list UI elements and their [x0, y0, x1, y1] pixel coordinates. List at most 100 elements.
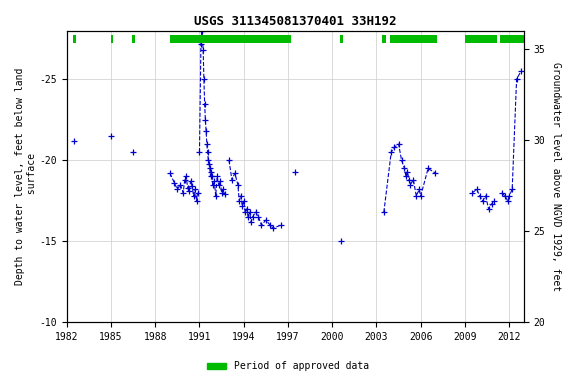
- Point: [266, 222, 275, 228]
- Point: [401, 174, 411, 180]
- Point: [204, 161, 214, 167]
- Point: [202, 128, 211, 134]
- Point: [403, 169, 412, 175]
- Point: [481, 193, 490, 199]
- Point: [203, 149, 212, 155]
- Y-axis label: Groundwater level above NGVD 1929, feet: Groundwater level above NGVD 1929, feet: [551, 62, 561, 291]
- Point: [201, 117, 210, 123]
- Point: [184, 188, 194, 194]
- Point: [234, 198, 244, 204]
- Point: [183, 185, 192, 191]
- Point: [268, 225, 278, 232]
- Point: [191, 186, 200, 192]
- Point: [468, 190, 477, 196]
- Point: [208, 182, 217, 188]
- Point: [475, 193, 484, 199]
- Point: [412, 193, 421, 199]
- Point: [450, 344, 459, 350]
- Point: [431, 170, 440, 176]
- Point: [379, 209, 388, 215]
- Point: [239, 198, 248, 204]
- Point: [205, 165, 214, 171]
- Point: [236, 193, 245, 199]
- Point: [276, 222, 285, 228]
- Point: [189, 193, 198, 199]
- Point: [207, 169, 216, 175]
- Point: [248, 214, 257, 220]
- Point: [453, 323, 462, 329]
- Point: [207, 174, 217, 180]
- Bar: [501, 35, 524, 43]
- Point: [251, 209, 260, 215]
- Point: [195, 149, 204, 155]
- Title: USGS 311345081370401 33H192: USGS 311345081370401 33H192: [194, 15, 397, 28]
- Point: [199, 47, 208, 53]
- Bar: [390, 35, 437, 43]
- Point: [217, 190, 226, 196]
- Point: [233, 182, 242, 188]
- Point: [490, 198, 499, 204]
- Point: [170, 180, 179, 186]
- Point: [181, 174, 191, 180]
- Point: [214, 182, 223, 188]
- Point: [70, 138, 79, 144]
- Point: [500, 193, 509, 199]
- Point: [192, 198, 201, 204]
- Point: [478, 198, 487, 204]
- Bar: [340, 35, 343, 43]
- Point: [423, 165, 433, 171]
- Point: [200, 101, 209, 107]
- Point: [241, 209, 250, 215]
- Point: [204, 157, 213, 163]
- Point: [512, 76, 521, 82]
- Point: [196, 40, 206, 46]
- Bar: [111, 35, 113, 43]
- Point: [165, 170, 175, 176]
- Point: [128, 149, 138, 155]
- Point: [416, 193, 425, 199]
- Point: [179, 190, 188, 196]
- Point: [228, 177, 237, 183]
- Point: [503, 198, 513, 204]
- Point: [484, 206, 493, 212]
- Point: [215, 178, 225, 184]
- Point: [244, 214, 253, 220]
- Point: [213, 174, 222, 180]
- Bar: [73, 35, 76, 43]
- Y-axis label: Depth to water level, feet below land
 surface: Depth to water level, feet below land su…: [15, 68, 37, 285]
- Point: [230, 170, 240, 176]
- Legend: Period of approved data: Period of approved data: [203, 358, 373, 375]
- Point: [225, 157, 234, 163]
- Point: [472, 186, 482, 192]
- Point: [245, 209, 254, 215]
- Point: [406, 182, 415, 188]
- Bar: [170, 35, 291, 43]
- Point: [173, 186, 182, 192]
- Point: [409, 177, 418, 183]
- Point: [242, 206, 251, 212]
- Point: [505, 193, 514, 199]
- Point: [517, 68, 526, 74]
- Point: [206, 174, 215, 180]
- Point: [254, 214, 263, 220]
- Point: [386, 149, 396, 155]
- Point: [210, 178, 219, 184]
- Point: [211, 193, 220, 199]
- Bar: [465, 35, 498, 43]
- Point: [176, 182, 185, 188]
- Point: [394, 141, 403, 147]
- Point: [107, 133, 116, 139]
- Point: [257, 222, 266, 228]
- Point: [247, 219, 256, 225]
- Point: [404, 177, 414, 183]
- Point: [336, 238, 346, 244]
- Point: [389, 144, 399, 151]
- Point: [220, 191, 229, 197]
- Point: [397, 157, 406, 163]
- Point: [446, 328, 455, 334]
- Point: [188, 183, 197, 189]
- Point: [199, 76, 209, 82]
- Point: [186, 178, 195, 184]
- Point: [202, 141, 211, 147]
- Point: [198, 36, 207, 42]
